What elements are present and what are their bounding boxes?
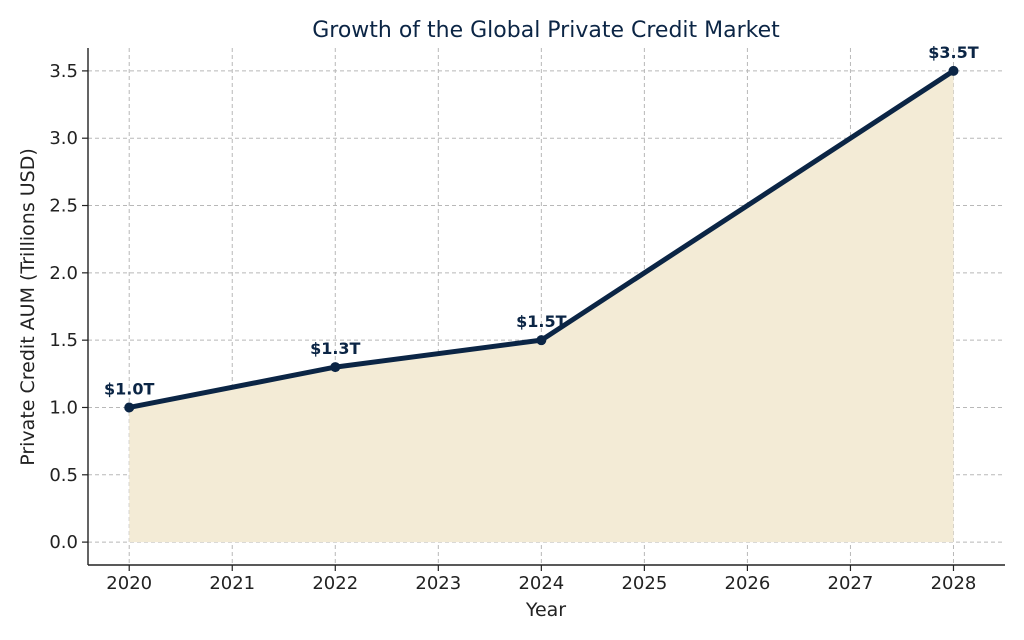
y-tick-label: 1.0 [49, 397, 78, 418]
x-tick-label: 2024 [518, 573, 564, 594]
chart-title: Growth of the Global Private Credit Mark… [312, 18, 780, 43]
x-tick-label: 2023 [415, 573, 461, 594]
data-point [948, 65, 959, 76]
x-tick-label: 2027 [828, 573, 874, 594]
series-line [126, 68, 956, 410]
y-tick-label: 3.5 [49, 61, 78, 82]
y-tick-label: 0.0 [49, 532, 78, 553]
x-tick-label: 2022 [312, 573, 358, 594]
data-label: $1.3T [310, 339, 360, 358]
series-line-path [126, 68, 956, 410]
x-tick-label: 2028 [931, 573, 977, 594]
data-point [536, 335, 547, 346]
data-points [124, 65, 959, 413]
data-label: $1.0T [104, 379, 154, 398]
y-tick-label: 2.0 [49, 263, 78, 284]
x-tick-label: 2026 [725, 573, 771, 594]
x-tick-label: 2020 [106, 573, 152, 594]
area-fill-shape [129, 70, 954, 543]
data-label: $3.5T [928, 43, 978, 62]
axes: 2020 2021 2022 2023 2024 2025 2026 2027 2028 0.0 0… [49, 48, 1005, 594]
x-axis-label: Year [525, 599, 566, 621]
y-tick-label: 0.5 [49, 465, 78, 486]
data-label: $1.5T [516, 312, 566, 331]
data-labels: $1.0T $1.3T $1.5T $3.5T [104, 43, 979, 399]
y-tick-label: 1.5 [49, 330, 78, 351]
area-fill [129, 70, 954, 543]
x-tick-label: 2021 [209, 573, 255, 594]
x-tick-label: 2025 [621, 573, 667, 594]
data-point [330, 362, 341, 373]
y-tick-label: 2.5 [49, 196, 78, 217]
data-point [124, 402, 135, 413]
y-axis-label: Private Credit AUM (Trillions USD) [17, 148, 39, 466]
y-tick-label: 3.0 [49, 128, 78, 149]
